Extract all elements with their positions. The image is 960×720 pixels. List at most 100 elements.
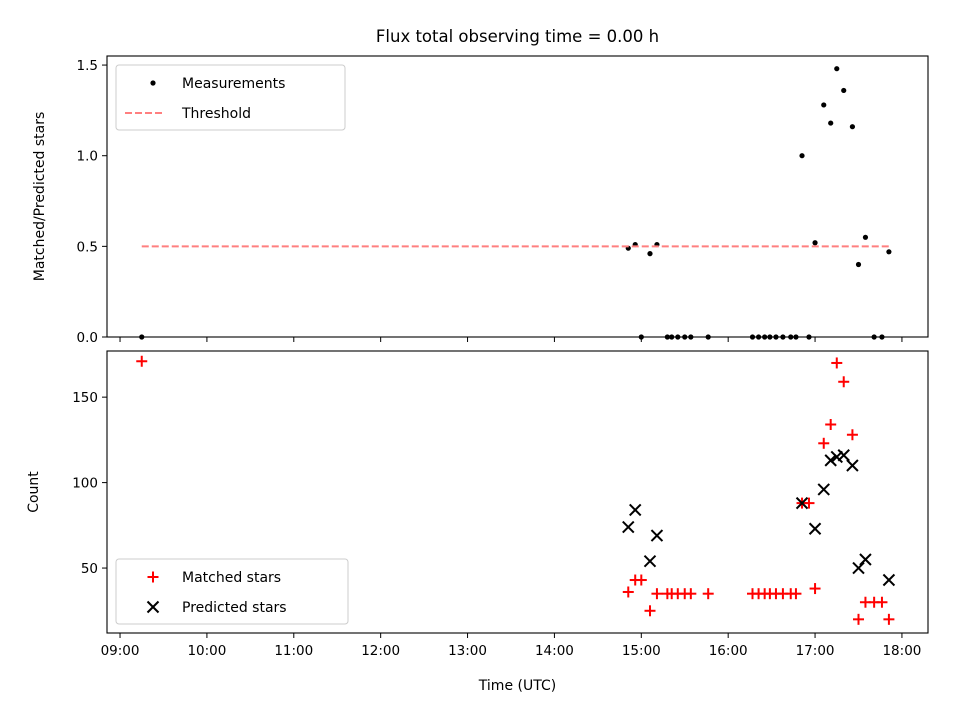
data-point bbox=[622, 520, 635, 534]
data-point-b bbox=[882, 573, 896, 587]
data-point bbox=[643, 555, 657, 568]
series-predicted-stars bbox=[622, 449, 896, 587]
x-tick-label: 10:00 bbox=[187, 643, 226, 659]
x-tick-label: 11:00 bbox=[274, 643, 313, 659]
data-point bbox=[852, 613, 864, 625]
y-tick-label: 100 bbox=[72, 476, 98, 492]
data-point bbox=[837, 449, 850, 462]
data-point-b bbox=[795, 496, 809, 510]
axes-frame bbox=[106, 55, 929, 338]
data-point-b bbox=[846, 459, 859, 472]
data-point bbox=[849, 124, 856, 130]
data-point bbox=[882, 573, 896, 587]
legend-entry: Threshold bbox=[181, 106, 251, 122]
data-point-shape bbox=[799, 153, 805, 159]
x-tick-label: 18:00 bbox=[882, 643, 921, 659]
data-point-b bbox=[859, 553, 872, 566]
data-point bbox=[825, 418, 837, 430]
y-axis-label: Matched/Predicted stars bbox=[32, 112, 48, 282]
x-tick-label: 09:00 bbox=[101, 643, 140, 659]
data-point bbox=[821, 102, 827, 108]
data-point bbox=[834, 66, 840, 72]
x-tick-label: 17:00 bbox=[796, 643, 835, 659]
legend-swatch bbox=[147, 571, 159, 583]
data-point bbox=[831, 357, 843, 369]
data-point-b bbox=[852, 561, 865, 575]
chart-title: Flux total observing time = 0.00 h bbox=[376, 27, 659, 46]
data-point bbox=[862, 234, 869, 240]
legend-box bbox=[115, 64, 346, 131]
x-axis-label: Time (UTC) bbox=[478, 678, 556, 694]
data-point bbox=[846, 429, 858, 441]
data-point-b bbox=[629, 503, 642, 517]
data-point bbox=[622, 586, 634, 598]
data-point-shape bbox=[849, 124, 856, 130]
data-point-shape bbox=[834, 66, 840, 72]
x-tick-label: 15:00 bbox=[622, 643, 661, 659]
data-point bbox=[812, 240, 818, 246]
data-point bbox=[838, 376, 850, 388]
data-point-shape bbox=[855, 261, 862, 268]
data-point bbox=[886, 249, 892, 255]
data-point bbox=[817, 483, 830, 496]
panel-ratio: Flux total observing time = 0.00 h 0.0 0.5… bbox=[32, 27, 929, 346]
data-point-b bbox=[808, 522, 822, 535]
data-point-b bbox=[824, 454, 837, 467]
series-matched-stars bbox=[136, 355, 895, 625]
legend-swatch bbox=[150, 80, 156, 86]
x-tick-label: 13:00 bbox=[448, 643, 487, 659]
data-point bbox=[859, 553, 872, 566]
data-point bbox=[824, 454, 837, 467]
x-tick-label: 16:00 bbox=[709, 643, 748, 659]
data-point-shape bbox=[647, 251, 653, 257]
data-point-b bbox=[650, 529, 664, 542]
data-point-shape bbox=[862, 234, 869, 240]
data-point bbox=[883, 613, 895, 625]
data-point-shape bbox=[828, 120, 834, 126]
data-point bbox=[841, 87, 847, 94]
data-point bbox=[647, 251, 653, 257]
data-point bbox=[846, 459, 859, 472]
legend-entry: Matched stars bbox=[182, 570, 281, 586]
data-point bbox=[808, 522, 822, 535]
legend: Matched stars Predicted stars bbox=[115, 558, 349, 625]
y-tick-label: 150 bbox=[72, 390, 98, 406]
data-point-b bbox=[817, 483, 830, 496]
data-point bbox=[790, 588, 802, 600]
data-point-b bbox=[622, 520, 635, 534]
legend-entry: Measurements bbox=[182, 76, 285, 92]
data-point bbox=[629, 503, 642, 517]
data-point bbox=[818, 437, 830, 449]
data-point bbox=[795, 496, 809, 510]
y-tick-label: 1.0 bbox=[77, 149, 98, 165]
legend-entry: Predicted stars bbox=[182, 600, 287, 616]
data-point-b bbox=[837, 449, 850, 462]
data-point bbox=[702, 588, 714, 600]
data-point bbox=[799, 153, 805, 159]
panel-count: 50 100 150 09:00 10:00 11:00 12:00 13:00 14:00 15… bbox=[26, 350, 929, 694]
data-point bbox=[651, 588, 663, 600]
data-point bbox=[644, 605, 656, 617]
legend-box bbox=[115, 558, 349, 625]
data-point bbox=[855, 261, 862, 268]
y-tick-label: 0.5 bbox=[77, 239, 98, 255]
data-point bbox=[852, 561, 865, 575]
data-point bbox=[828, 120, 834, 126]
legend: Measurements Threshold bbox=[115, 64, 346, 131]
data-point bbox=[876, 596, 888, 608]
data-point-shape bbox=[821, 102, 827, 108]
legend-swatch-b bbox=[146, 600, 160, 614]
legend-swatch bbox=[146, 600, 160, 614]
legend-swatch-shape bbox=[150, 80, 156, 86]
data-point bbox=[650, 529, 664, 542]
y-tick-label: 0.0 bbox=[77, 330, 98, 346]
x-tick-label: 12:00 bbox=[361, 643, 400, 659]
data-point-shape bbox=[841, 87, 847, 94]
y-tick-label: 1.5 bbox=[77, 58, 98, 74]
y-tick-label: 50 bbox=[81, 561, 98, 577]
data-point-shape bbox=[886, 249, 892, 255]
axes-frame bbox=[106, 350, 929, 634]
x-tick-label: 14:00 bbox=[535, 643, 574, 659]
data-point bbox=[136, 355, 148, 367]
